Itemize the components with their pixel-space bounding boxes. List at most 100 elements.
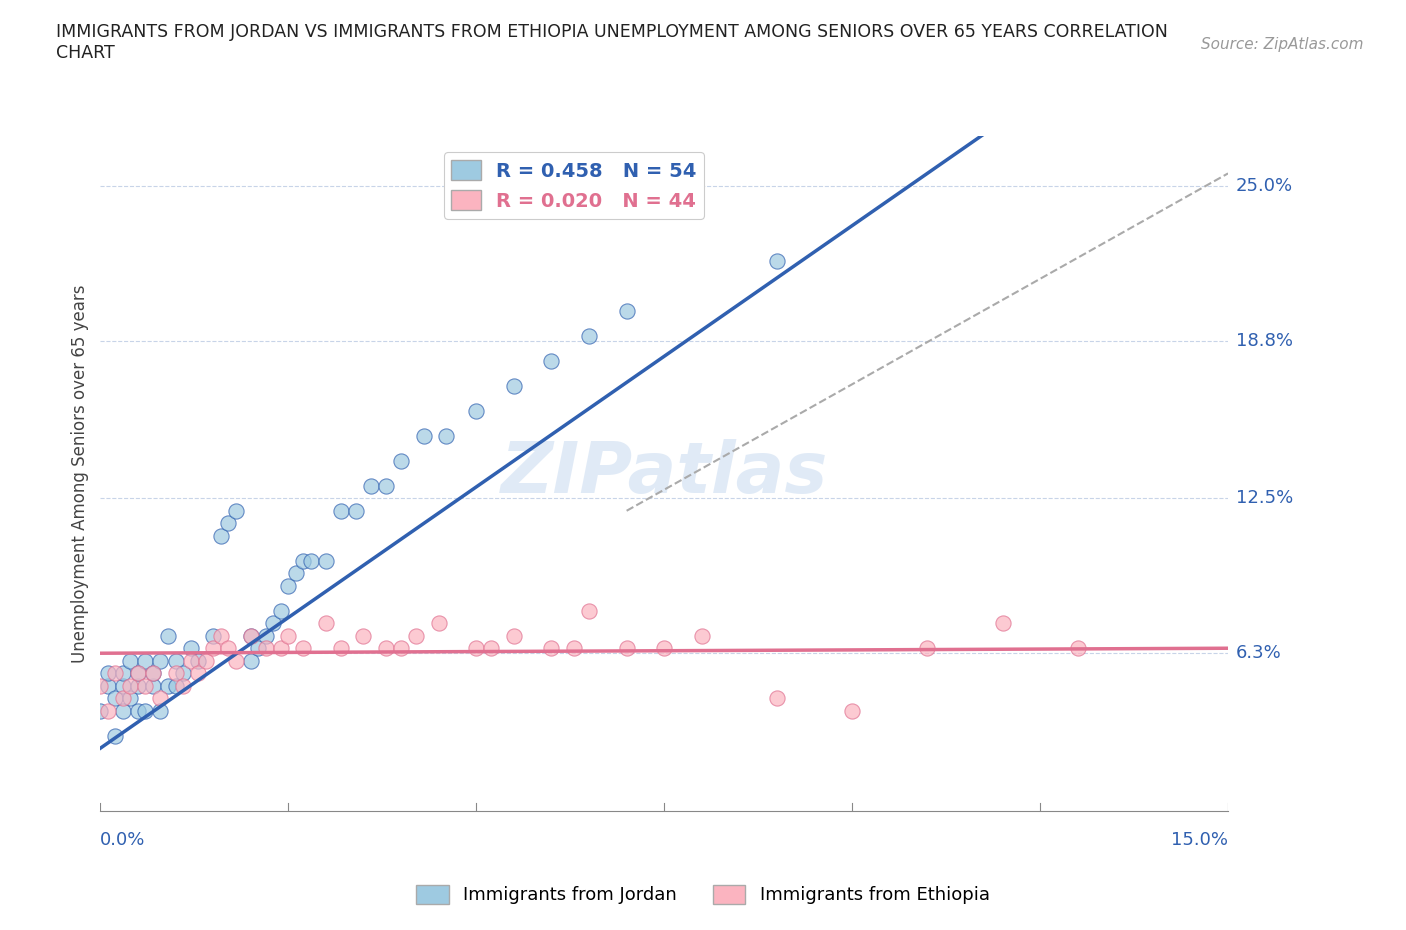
Point	[389, 641, 412, 656]
Point	[194, 653, 217, 668]
Point	[142, 666, 165, 681]
Text: 15.0%: 15.0%	[1171, 830, 1227, 849]
Point	[540, 641, 562, 656]
Point	[217, 516, 239, 531]
Point	[202, 629, 225, 644]
Point	[917, 641, 939, 656]
Point	[389, 453, 412, 468]
Point	[156, 629, 179, 644]
Point	[104, 728, 127, 743]
Point	[270, 641, 292, 656]
Point	[209, 629, 232, 644]
Point	[502, 629, 524, 644]
Y-axis label: Unemployment Among Seniors over 65 years: Unemployment Among Seniors over 65 years	[72, 284, 89, 662]
Point	[127, 703, 149, 718]
Point	[254, 629, 277, 644]
Point	[111, 691, 134, 706]
Point	[111, 666, 134, 681]
Point	[465, 641, 488, 656]
Point	[578, 604, 600, 618]
Point	[247, 641, 270, 656]
Point	[134, 678, 156, 693]
Point	[616, 641, 638, 656]
Point	[284, 565, 307, 580]
Point	[97, 703, 120, 718]
Point	[127, 666, 149, 681]
Point	[540, 353, 562, 368]
Text: Source: ZipAtlas.com: Source: ZipAtlas.com	[1201, 37, 1364, 52]
Point	[766, 691, 789, 706]
Point	[292, 553, 315, 568]
Point	[172, 678, 194, 693]
Point	[104, 691, 127, 706]
Point	[578, 328, 600, 343]
Point	[841, 703, 863, 718]
Point	[187, 666, 209, 681]
Point	[142, 666, 165, 681]
Point	[360, 478, 382, 493]
Point	[427, 616, 450, 631]
Point	[353, 629, 375, 644]
Point	[616, 303, 638, 318]
Point	[149, 653, 172, 668]
Point	[502, 379, 524, 393]
Point	[127, 678, 149, 693]
Point	[120, 678, 142, 693]
Point	[239, 653, 262, 668]
Text: 12.5%: 12.5%	[1236, 489, 1294, 507]
Point	[180, 641, 202, 656]
Text: 6.3%: 6.3%	[1236, 644, 1281, 662]
Point	[225, 503, 247, 518]
Text: 25.0%: 25.0%	[1236, 177, 1292, 195]
Point	[292, 641, 315, 656]
Point	[299, 553, 322, 568]
Point	[315, 553, 337, 568]
Point	[254, 641, 277, 656]
Point	[375, 641, 398, 656]
Point	[239, 629, 262, 644]
Point	[120, 691, 142, 706]
Point	[375, 478, 398, 493]
Legend: R = 0.458   N = 54, R = 0.020   N = 44: R = 0.458 N = 54, R = 0.020 N = 44	[444, 153, 704, 219]
Point	[89, 703, 111, 718]
Point	[202, 641, 225, 656]
Point	[97, 678, 120, 693]
Point	[344, 503, 367, 518]
Legend: Immigrants from Jordan, Immigrants from Ethiopia: Immigrants from Jordan, Immigrants from …	[409, 878, 997, 911]
Point	[405, 629, 427, 644]
Point	[165, 678, 187, 693]
Point	[149, 703, 172, 718]
Point	[97, 666, 120, 681]
Point	[111, 703, 134, 718]
Point	[165, 653, 187, 668]
Point	[1067, 641, 1090, 656]
Point	[329, 641, 352, 656]
Text: ZIPatlas: ZIPatlas	[501, 439, 828, 508]
Point	[315, 616, 337, 631]
Point	[766, 253, 789, 268]
Point	[270, 604, 292, 618]
Point	[239, 629, 262, 644]
Point	[277, 578, 299, 593]
Point	[89, 678, 111, 693]
Point	[111, 678, 134, 693]
Point	[434, 429, 457, 444]
Point	[149, 691, 172, 706]
Text: 18.8%: 18.8%	[1236, 332, 1292, 350]
Point	[412, 429, 434, 444]
Point	[209, 528, 232, 543]
Point	[690, 629, 713, 644]
Point	[479, 641, 502, 656]
Point	[262, 616, 284, 631]
Point	[156, 678, 179, 693]
Point	[329, 503, 352, 518]
Point	[104, 666, 127, 681]
Point	[652, 641, 675, 656]
Point	[134, 653, 156, 668]
Point	[562, 641, 585, 656]
Point	[187, 653, 209, 668]
Point	[225, 653, 247, 668]
Point	[134, 703, 156, 718]
Point	[142, 678, 165, 693]
Point	[991, 616, 1014, 631]
